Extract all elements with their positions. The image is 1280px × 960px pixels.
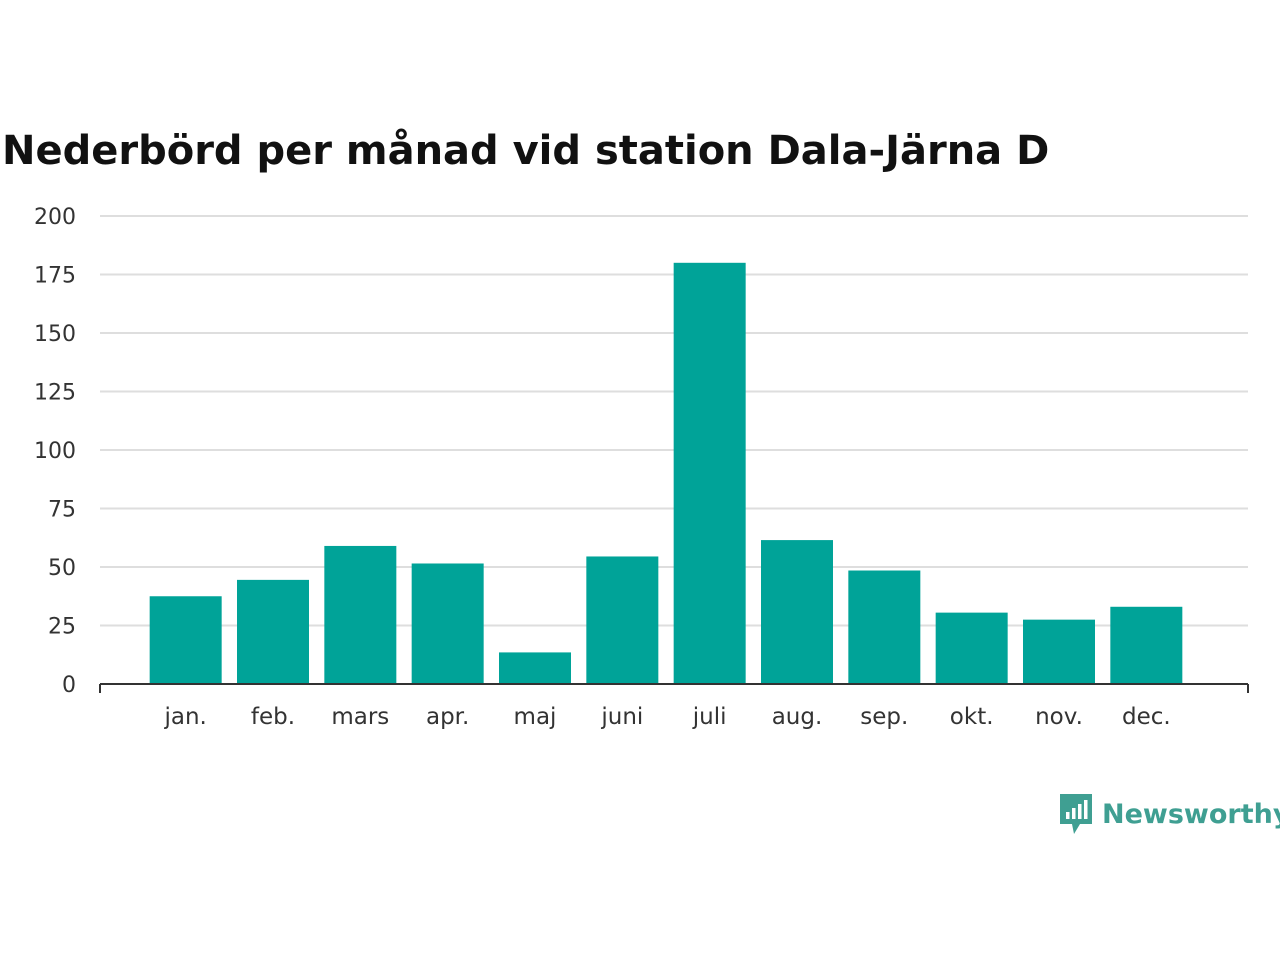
- x-tick-label: dec.: [1122, 704, 1171, 730]
- x-tick-label: okt.: [950, 704, 994, 730]
- x-axis: [99, 683, 1249, 693]
- x-tick-label: sep.: [860, 704, 908, 730]
- newsworthy-logo-icon: [1060, 794, 1092, 834]
- x-axis-tick-labels: jan. feb. mars apr. maj juni juli aug. sep. okt. n…: [163, 704, 1170, 730]
- x-tick-label: jan.: [163, 704, 206, 730]
- bar-juni: [586, 556, 659, 684]
- newsworthy-logo: Newsworthy: [1058, 792, 1280, 836]
- y-axis-tick-labels: 0 25 50 75 100 125 150 175 200: [34, 205, 76, 698]
- x-tick-label: aug.: [772, 704, 823, 730]
- logo-text: Newsworthy: [1102, 798, 1280, 830]
- y-tick-label: 200: [34, 205, 76, 230]
- y-tick-label: 25: [48, 615, 76, 640]
- x-tick-label: feb.: [251, 704, 295, 730]
- bar-sep: [848, 570, 921, 684]
- x-tick-label: apr.: [426, 704, 469, 730]
- y-tick-label: 50: [48, 556, 76, 581]
- bar-feb: [237, 579, 309, 684]
- y-tick-label: 150: [34, 322, 76, 347]
- y-tick-label: 175: [34, 264, 76, 289]
- bar-apr: [411, 563, 484, 684]
- y-tick-label: 100: [34, 439, 76, 464]
- y-tick-label: 75: [48, 498, 76, 523]
- bar-nov: [1023, 619, 1095, 684]
- y-tick-label: 125: [34, 381, 76, 406]
- bar-mars: [324, 545, 397, 684]
- bar-juli: [673, 262, 746, 684]
- chart-title: Nederbörd per månad vid station Dala-Jär…: [2, 128, 1050, 174]
- x-tick-label: nov.: [1035, 704, 1083, 730]
- bar-aug: [761, 540, 833, 684]
- x-tick-label: juni: [600, 704, 643, 730]
- x-tick-label: juli: [692, 704, 727, 730]
- y-tick-label: 0: [62, 673, 76, 698]
- x-tick-label: maj: [514, 704, 557, 730]
- bar-dec: [1110, 606, 1183, 684]
- bar-jan: [149, 596, 222, 684]
- bar-maj: [499, 652, 571, 684]
- bars: [149, 262, 1183, 684]
- x-tick-label: mars: [331, 704, 389, 730]
- bar-okt: [935, 612, 1008, 684]
